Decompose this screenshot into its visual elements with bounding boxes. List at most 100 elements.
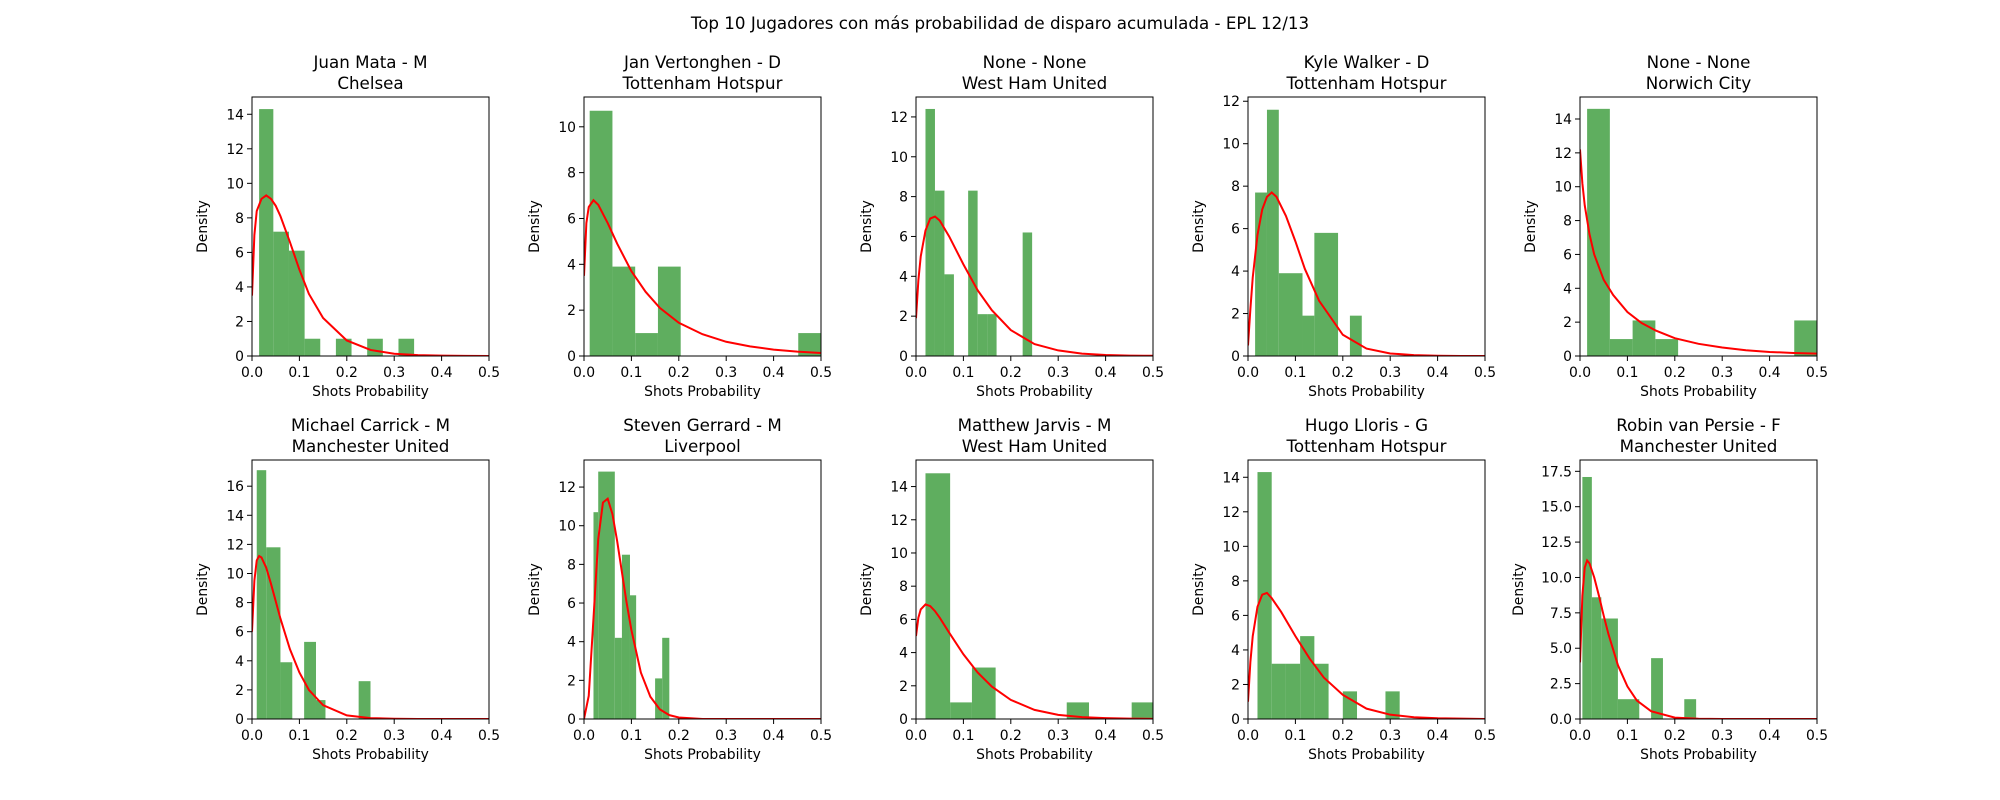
- y-tick-label: 12: [890, 513, 908, 529]
- x-axis-label: Shots Probability: [1308, 384, 1425, 400]
- y-tick-label: 2: [1231, 677, 1240, 693]
- y-tick-label: 10: [558, 519, 576, 535]
- x-axis-label: Shots Probability: [644, 747, 761, 763]
- y-tick-label: 2: [235, 314, 244, 330]
- x-tick-label: 0.2: [668, 728, 690, 744]
- y-tick-label: 6: [235, 245, 244, 261]
- x-tick-label: 0.5: [1142, 365, 1164, 381]
- x-tick-label: 0.5: [1142, 728, 1164, 744]
- x-axis-label: Shots Probability: [1308, 747, 1425, 763]
- axes-frame: [915, 459, 1154, 720]
- player-name: Michael Carrick - M: [291, 415, 450, 435]
- y-tick-label: 2: [899, 309, 908, 325]
- histogram-bar: [987, 314, 997, 356]
- axes-frame: [1247, 459, 1486, 720]
- y-tick-label: 2: [235, 683, 244, 699]
- histogram-bar: [968, 190, 978, 356]
- subplot-title: Robin van Persie - F Manchester United: [1616, 415, 1781, 456]
- subplot-5: 0.0 0.1 0.2 0.3 0.4 0.5 0 2 4 6 8 10 12 14 Shots Proba…: [1523, 52, 1828, 400]
- histogram-bar: [1655, 339, 1679, 356]
- team-name: Manchester United: [1620, 436, 1778, 456]
- histogram-bar: [273, 231, 289, 356]
- axes-frame: [915, 96, 1154, 357]
- subplot-title: Kyle Walker - D Tottenham Hotspur: [1286, 52, 1447, 93]
- y-tick-label: 6: [899, 229, 908, 245]
- x-tick-label: 0.1: [952, 728, 974, 744]
- y-tick-label: 8: [899, 579, 908, 595]
- x-tick-label: 0.5: [1474, 728, 1496, 744]
- histogram-bar: [629, 595, 637, 719]
- histogram-bar: [589, 110, 613, 356]
- y-tick-label: 0: [1563, 349, 1572, 365]
- player-name: Juan Mata - M: [312, 52, 427, 72]
- histogram-bar: [367, 338, 383, 356]
- x-axis-label: Shots Probability: [1640, 747, 1757, 763]
- histogram-bar: [335, 338, 352, 356]
- histogram-bar: [1794, 320, 1817, 356]
- x-tick-label: 0.0: [241, 728, 263, 744]
- histogram-bar: [621, 554, 630, 719]
- y-tick-label: 0: [235, 712, 244, 728]
- subplot-title: None - None Norwich City: [1646, 52, 1752, 93]
- axes-frame: [583, 459, 822, 720]
- x-axis-label: Shots Probability: [312, 384, 429, 400]
- subplot-title: Hugo Lloris - G Tottenham Hotspur: [1286, 415, 1447, 456]
- x-tick-label: 0.2: [1000, 728, 1022, 744]
- team-name: Tottenham Hotspur: [1286, 436, 1447, 456]
- histogram: [256, 470, 371, 719]
- histogram: [1255, 109, 1362, 356]
- subplot-1: 0.0 0.1 0.2 0.3 0.4 0.5 0 2 4 6 8 10 12 14 Shots Proba…: [195, 52, 500, 400]
- y-tick-label: 14: [226, 107, 244, 123]
- axes-frame: [1247, 96, 1486, 357]
- x-tick-label: 0.3: [1711, 728, 1733, 744]
- histogram: [589, 110, 821, 356]
- y-tick-label: 5.0: [1550, 641, 1572, 657]
- y-tick-label: 0: [567, 349, 576, 365]
- y-tick-label: 4: [567, 257, 576, 273]
- y-tick-label: 7.5: [1550, 606, 1572, 622]
- y-tick-label: 10: [1554, 180, 1572, 196]
- y-axis-label: Density: [1523, 200, 1539, 253]
- y-tick-label: 17.5: [1541, 464, 1572, 480]
- axes-frame: [251, 459, 490, 720]
- x-tick-label: 0.0: [905, 365, 927, 381]
- y-tick-label: 10: [1222, 137, 1240, 153]
- y-tick-label: 10: [890, 546, 908, 562]
- axes-frame: [1579, 96, 1818, 357]
- y-axis-label: Density: [527, 563, 543, 616]
- y-tick-label: 12: [226, 537, 244, 553]
- histogram-bar: [1271, 663, 1286, 719]
- y-tick-label: 6: [1231, 608, 1240, 624]
- team-name: Tottenham Hotspur: [1286, 73, 1447, 93]
- histogram-bar: [950, 702, 972, 719]
- x-tick-label: 0.1: [288, 728, 310, 744]
- histogram-bar: [1314, 232, 1339, 356]
- x-tick-label: 0.1: [952, 365, 974, 381]
- histogram-bar: [635, 333, 658, 356]
- y-tick-label: 10: [558, 120, 576, 136]
- x-tick-label: 0.2: [336, 728, 358, 744]
- histogram: [925, 473, 1153, 719]
- x-tick-label: 0.2: [1664, 365, 1686, 381]
- density-curve: [584, 198, 821, 355]
- density-curve: [1248, 591, 1485, 719]
- y-tick-label: 6: [567, 596, 576, 612]
- subplot-4: 0.0 0.1 0.2 0.3 0.4 0.5 0 2 4 6 8 10 12 Shots Probabi…: [1191, 52, 1496, 400]
- x-tick-label: 0.1: [1616, 365, 1638, 381]
- y-tick-label: 4: [899, 269, 908, 285]
- x-tick-label: 0.2: [1332, 365, 1354, 381]
- x-tick-label: 0.0: [241, 365, 263, 381]
- x-tick-label: 0.0: [1237, 728, 1259, 744]
- y-tick-label: 12: [558, 480, 576, 496]
- y-tick-label: 8: [567, 557, 576, 573]
- x-axis-label: Shots Probability: [644, 384, 761, 400]
- x-tick-label: 0.1: [1616, 728, 1638, 744]
- y-tick-label: 10: [226, 566, 244, 582]
- histogram-bar: [593, 512, 599, 719]
- y-tick-label: 10: [226, 176, 244, 192]
- x-tick-label: 0.4: [431, 365, 453, 381]
- player-name: Kyle Walker - D: [1304, 52, 1430, 72]
- histogram-bar: [662, 637, 670, 719]
- x-tick-label: 0.2: [668, 365, 690, 381]
- histogram-bar: [1314, 663, 1329, 719]
